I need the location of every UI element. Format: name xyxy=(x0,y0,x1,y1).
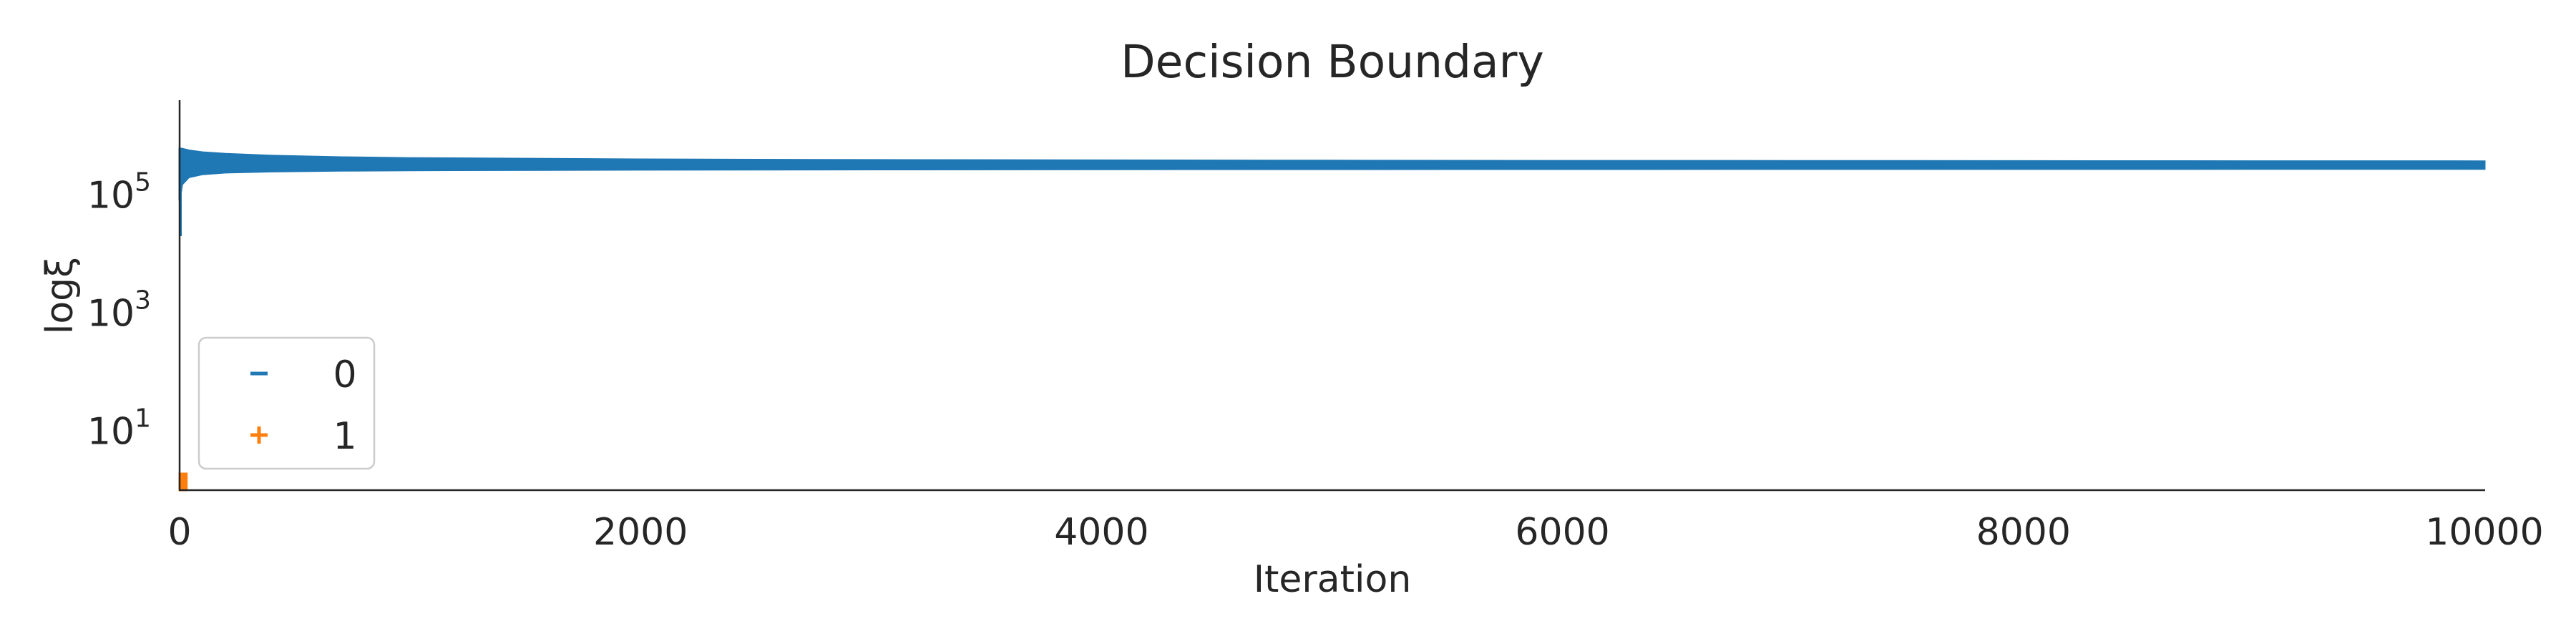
y-tick-label: 103 xyxy=(87,286,151,335)
y-axis-label: logξ xyxy=(39,257,82,334)
series-0-band xyxy=(178,147,2486,201)
legend-label: 1 xyxy=(333,415,356,458)
x-tick-label: 8000 xyxy=(1976,511,2071,554)
x-tick-label: 4000 xyxy=(1054,511,1148,554)
chart-title: Decision Boundary xyxy=(1121,36,1544,88)
x-tick-label: 0 xyxy=(167,511,191,554)
legend-frame xyxy=(197,336,376,470)
x-tick-label: 6000 xyxy=(1515,511,1609,554)
y-tick-label: 105 xyxy=(87,167,151,217)
x-tick-label: 10000 xyxy=(2425,511,2543,554)
legend-item-1: 1 xyxy=(250,415,357,458)
legend: 01 xyxy=(197,336,376,470)
legend-marker-plus xyxy=(250,426,268,444)
x-tick-labels: 0 2000 4000 6000 8000 10000 xyxy=(167,511,2543,554)
x-tick-label: 2000 xyxy=(593,511,688,554)
y-tick-labels: 101 103 105 xyxy=(87,167,151,453)
legend-item-0: 0 xyxy=(250,353,357,396)
plot-area xyxy=(178,147,2486,492)
series-1-band xyxy=(178,472,188,492)
x-axis-label: Iteration xyxy=(1254,558,1412,601)
y-tick-label: 101 xyxy=(87,404,151,454)
legend-label: 0 xyxy=(333,353,356,396)
